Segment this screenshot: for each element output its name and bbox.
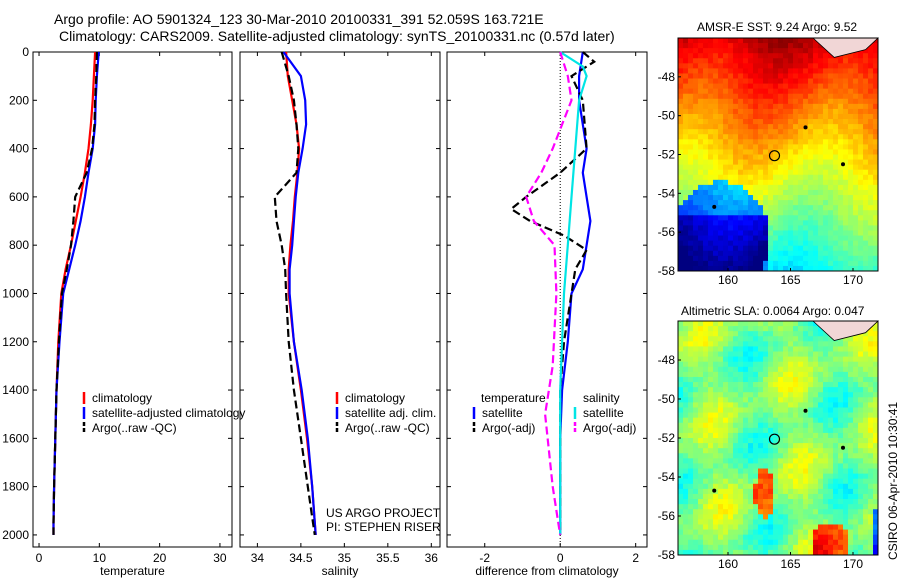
- difference-series-salinity-argo-adj-: [524, 51, 573, 536]
- figure-title-line-1: Argo profile: AO 5901324_123 30-Mar-2010…: [54, 11, 544, 27]
- sst-lat-tick-label: -50: [658, 109, 676, 123]
- sst-heatmap-field: [678, 38, 879, 272]
- sla-lat-tick-label: -52: [658, 431, 676, 445]
- sst-map-title: AMSR-E SST: 9.24 Argo: 9.52: [697, 20, 858, 34]
- sst-island-marker: [803, 125, 808, 130]
- sla-lon-tick-label: 160: [718, 557, 738, 571]
- salinity-x-tick-label: 35.5: [376, 551, 400, 565]
- sla-lat-tick-label: -58: [658, 548, 676, 562]
- sst-float-position-marker: [768, 150, 781, 162]
- pi-annotation: PI: STEPHEN RISER: [326, 520, 441, 534]
- depth-tick-label: 1200: [2, 335, 29, 349]
- sal-legend-climatology-label: climatology: [345, 391, 405, 405]
- salinity-x-tick-label: 35: [338, 551, 352, 565]
- diff-legend-sal-satellite-label: satellite: [583, 406, 624, 420]
- depth-tick-label: 1000: [2, 286, 29, 300]
- sst-lat-tick-label: -52: [658, 148, 676, 162]
- depth-tick-label: 800: [9, 238, 29, 252]
- sst-lat-tick-label: -48: [658, 70, 676, 84]
- sst-lon-tick-label: 165: [780, 273, 800, 287]
- diff-legend-salinity-heading: salinity: [583, 391, 620, 405]
- temperature-plot-frame: [32, 51, 233, 548]
- salinity-axis-label: salinity: [322, 564, 359, 578]
- sst-island-marker: [841, 162, 845, 167]
- temperature-x-tick-label: 0: [36, 551, 43, 565]
- temperature-axis-label: temperature: [100, 564, 165, 578]
- sst-lat-tick-label: -56: [658, 225, 676, 239]
- sla-lat-tick-label: -50: [658, 392, 676, 406]
- difference-series-salinity-satellite: [559, 51, 588, 535]
- depth-tick-label: 1800: [2, 480, 29, 494]
- sla-float-position-marker: [768, 433, 781, 445]
- temp-legend-satellite-label: satellite-adjusted climatology: [92, 406, 245, 420]
- diff-legend-temp-argo-label: Argo(-adj): [482, 421, 535, 435]
- depth-tick-label: 400: [9, 142, 29, 156]
- temp-legend-climatology-label: climatology: [92, 391, 152, 405]
- salinity-x-tick-label: 34.5: [289, 551, 313, 565]
- salinity-series-satellite-adj-clim-: [282, 51, 317, 535]
- depth-tick-label: 200: [9, 93, 29, 107]
- project-annotation: US ARGO PROJECT: [326, 506, 441, 520]
- sst-lon-tick-label: 170: [843, 273, 863, 287]
- sst-lat-tick-label: -58: [658, 264, 676, 278]
- salinity-plot-frame: [239, 51, 441, 548]
- salinity-x-tick-label: 34: [251, 551, 265, 565]
- temperature-x-tick-label: 20: [153, 551, 167, 565]
- sla-lon-tick-label: 165: [780, 557, 800, 571]
- difference-x-tick-label: 0: [557, 551, 564, 565]
- sla-island-marker: [841, 445, 845, 450]
- sst-lat-tick-label: -54: [658, 186, 676, 200]
- sla-island-marker: [803, 408, 808, 413]
- sst-island-marker: [712, 204, 717, 209]
- difference-x-tick-label: -2: [479, 551, 490, 565]
- difference-x-tick-label: 2: [632, 551, 639, 565]
- sst-lon-tick-label: 160: [718, 273, 738, 287]
- sla-lat-tick-label: -56: [658, 509, 676, 523]
- sla-lat-tick-label: -54: [658, 470, 676, 484]
- salinity-series-argo-raw-qc-: [273, 51, 316, 536]
- depth-tick-label: 600: [9, 190, 29, 204]
- sla-map-title: Altimetric SLA: 0.0064 Argo: 0.047: [681, 304, 865, 318]
- depth-tick-label: 1400: [2, 383, 29, 397]
- sla-island-marker: [712, 488, 717, 493]
- depth-tick-label: 1600: [2, 431, 29, 445]
- diff-legend-temp-satellite-label: satellite: [482, 406, 523, 420]
- sal-legend-satellite-label: satellite adj. clim.: [345, 406, 436, 420]
- sla-lon-tick-label: 170: [843, 557, 863, 571]
- temperature-series-argo-raw-qc-: [52, 51, 98, 535]
- temperature-x-tick-label: 30: [213, 551, 227, 565]
- temperature-x-tick-label: 10: [93, 551, 107, 565]
- depth-tick-label: 2000: [2, 528, 29, 542]
- salinity-x-tick-label: 36: [425, 551, 439, 565]
- figure-title-line-2: Climatology: CARS2009. Satellite-adjuste…: [59, 28, 615, 44]
- diff-legend-sal-argo-label: Argo(-adj): [583, 421, 636, 435]
- depth-tick-label: 0: [22, 45, 29, 59]
- sla-heatmap-field: [678, 321, 879, 556]
- diff-legend-temperature-heading: temperature: [481, 391, 546, 405]
- temp-legend-argo-label: Argo(..raw -QC): [92, 421, 177, 435]
- difference-axis-label: difference from climatology: [475, 564, 618, 578]
- sal-legend-argo-label: Argo(..raw -QC): [345, 421, 430, 435]
- difference-plot-frame: [446, 51, 648, 548]
- sla-lat-tick-label: -48: [658, 353, 676, 367]
